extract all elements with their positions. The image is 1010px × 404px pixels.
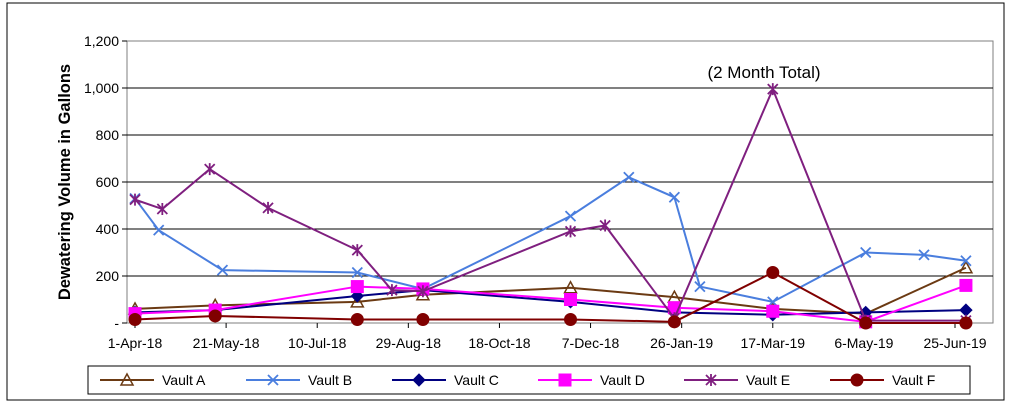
data-point-marker bbox=[204, 163, 216, 176]
legend-item-vault-f: Vault F bbox=[830, 372, 935, 388]
data-point-marker bbox=[412, 373, 426, 387]
data-point-marker bbox=[766, 304, 780, 318]
data-point-marker bbox=[599, 219, 611, 232]
data-point-marker bbox=[960, 255, 972, 267]
data-point-marker bbox=[129, 193, 141, 206]
legend-label: Vault D bbox=[600, 372, 645, 388]
data-point-marker bbox=[119, 372, 135, 386]
legend-label: Vault B bbox=[308, 372, 352, 388]
data-point-marker bbox=[350, 280, 364, 294]
data-point-marker bbox=[668, 191, 681, 203]
data-point-marker bbox=[564, 312, 578, 326]
legend-label: Vault E bbox=[746, 372, 790, 388]
y-tick-labels: - 200 400 600 800 1,000 1,200 bbox=[84, 33, 119, 331]
legend: Vault A Vault B Vault C Vault D Vault E Vault… bbox=[100, 372, 935, 388]
data-point-marker bbox=[350, 312, 364, 326]
plot-area bbox=[122, 40, 994, 330]
data-point-marker bbox=[350, 294, 365, 308]
y-tick-label: - bbox=[114, 315, 119, 331]
data-point-marker bbox=[918, 249, 930, 261]
gridlines bbox=[127, 87, 993, 277]
legend-item-vault-c: Vault C bbox=[392, 372, 499, 388]
data-point-marker bbox=[153, 224, 165, 236]
x-tick-label: 1-Apr-18 bbox=[108, 335, 163, 351]
data-point-marker bbox=[694, 280, 706, 293]
data-point-marker bbox=[558, 373, 572, 387]
data-point-marker bbox=[351, 266, 363, 279]
x-tick-label: 25-Jun-19 bbox=[923, 335, 986, 351]
legend-item-vault-a: Vault A bbox=[100, 372, 206, 388]
x-tick-label: 21-May-18 bbox=[193, 335, 260, 351]
data-point-marker bbox=[351, 244, 363, 257]
legend-item-vault-d: Vault D bbox=[538, 372, 645, 388]
legend-item-vault-e: Vault E bbox=[684, 372, 790, 388]
data-point-marker bbox=[859, 316, 873, 330]
x-tick-label: 17-Mar-19 bbox=[740, 335, 805, 351]
y-tick-label: 200 bbox=[96, 268, 120, 284]
legend-item-vault-b: Vault B bbox=[246, 372, 352, 388]
series-line-vault-a bbox=[134, 266, 967, 315]
x-tick-label: 26-Jan-19 bbox=[650, 335, 713, 351]
data-point-marker bbox=[564, 293, 578, 306]
data-point-marker bbox=[667, 315, 681, 329]
data-point-marker bbox=[216, 264, 229, 276]
y-tick-label: 1,000 bbox=[84, 80, 119, 96]
x-tick-label: 6-May-19 bbox=[834, 335, 893, 351]
data-point-marker bbox=[262, 201, 274, 214]
data-point-marker bbox=[564, 225, 577, 238]
legend-box bbox=[87, 365, 971, 395]
data-point-marker bbox=[386, 284, 398, 297]
legend-label: Vault A bbox=[162, 372, 206, 388]
x-tick-label: 7-Dec-18 bbox=[562, 335, 620, 351]
data-point-marker bbox=[860, 246, 872, 259]
data-point-marker bbox=[267, 374, 279, 386]
data-point-marker bbox=[959, 278, 973, 292]
legend-label: Vault C bbox=[454, 372, 499, 388]
data-point-marker bbox=[767, 83, 779, 96]
x-tick-label: 10-Jul-18 bbox=[288, 335, 347, 351]
x-tick-label: 18-Oct-18 bbox=[468, 335, 530, 351]
data-point-marker bbox=[416, 312, 430, 326]
y-tick-label: 1,200 bbox=[84, 33, 119, 49]
data-point-marker bbox=[958, 260, 974, 274]
data-point-marker bbox=[564, 210, 577, 222]
data-point-marker bbox=[208, 309, 222, 323]
data-point-marker bbox=[959, 316, 973, 330]
annotation-label: (2 Month Total) bbox=[707, 63, 820, 82]
data-point-marker bbox=[766, 265, 780, 279]
series-layer bbox=[127, 83, 974, 330]
data-point-marker bbox=[705, 374, 717, 386]
data-point-marker bbox=[563, 280, 578, 294]
data-point-marker bbox=[417, 285, 429, 298]
y-tick-label: 600 bbox=[96, 174, 120, 190]
y-axis-label: Dewatering Volume in Gallons bbox=[56, 64, 74, 300]
y-tick-label: 800 bbox=[96, 127, 120, 143]
legend-label: Vault F bbox=[892, 372, 935, 388]
x-tick-labels: 1-Apr-18 21-May-18 10-Jul-18 29-Aug-18 18-Oc… bbox=[108, 335, 987, 351]
series-vault-e bbox=[129, 83, 972, 327]
data-point-marker bbox=[128, 312, 142, 326]
y-tick-label: 400 bbox=[96, 221, 120, 237]
series-vault-f bbox=[128, 265, 973, 330]
data-point-marker bbox=[156, 203, 168, 216]
data-point-marker bbox=[850, 373, 864, 387]
x-tick-label: 29-Aug-18 bbox=[376, 335, 442, 351]
data-point-marker bbox=[623, 171, 635, 183]
